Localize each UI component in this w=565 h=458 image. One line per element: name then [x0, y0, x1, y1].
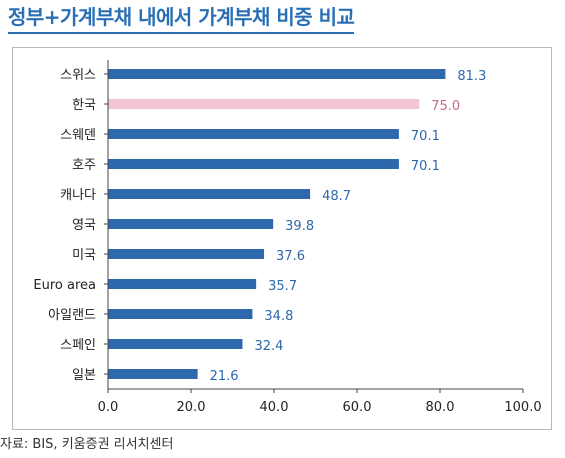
bar	[108, 159, 399, 169]
category-label: 스위스	[60, 68, 96, 83]
bar	[108, 99, 420, 109]
value-label: 21.6	[210, 369, 239, 384]
x-tick-label: 80.0	[426, 400, 455, 415]
category-label: 캐나다	[60, 188, 96, 203]
value-label: 75.0	[431, 99, 460, 114]
value-label: 34.8	[264, 309, 293, 324]
bar	[108, 249, 265, 259]
bar	[108, 309, 253, 319]
value-label: 48.7	[322, 189, 351, 204]
category-label: 영국	[72, 218, 96, 233]
category-label: Euro area	[33, 278, 96, 293]
bar	[108, 219, 274, 229]
value-label: 81.3	[457, 69, 486, 84]
x-tick-label: 0.0	[98, 400, 119, 415]
bar	[108, 189, 311, 199]
category-label: 미국	[72, 248, 96, 263]
category-label: 아일랜드	[48, 308, 96, 323]
chart-title: 정부+가계부채 내에서 가계부채 비중 비교	[8, 4, 355, 34]
chart-frame: 0.0 20.0 40.0 60.0 80.0 100.0 스위스 81.3 한국 75.0 스웨덴…	[12, 47, 552, 430]
bar	[108, 369, 198, 379]
x-tick-label: 20.0	[177, 400, 206, 415]
source-note: 자료: BIS, 키움증권 리서치센터	[0, 437, 174, 452]
bar	[108, 339, 243, 349]
bar	[108, 279, 257, 289]
value-label: 35.7	[268, 279, 297, 294]
x-tick-label: 60.0	[343, 400, 372, 415]
x-tick-label: 40.0	[260, 400, 289, 415]
bar-chart: 0.0 20.0 40.0 60.0 80.0 100.0 스위스 81.3 한국 75.0 스웨덴…	[33, 60, 542, 415]
value-label: 70.1	[411, 159, 440, 174]
value-label: 39.8	[285, 219, 314, 234]
bar	[108, 129, 399, 139]
value-label: 37.6	[276, 249, 305, 264]
category-label: 호주	[72, 158, 96, 173]
value-label: 70.1	[411, 129, 440, 144]
category-label: 스페인	[60, 338, 96, 353]
category-label: 스웨덴	[60, 128, 96, 143]
category-label: 한국	[72, 98, 96, 113]
x-tick-label: 100.0	[504, 400, 541, 415]
value-label: 32.4	[254, 339, 283, 354]
category-label: 일본	[72, 368, 96, 383]
bar	[108, 69, 446, 79]
